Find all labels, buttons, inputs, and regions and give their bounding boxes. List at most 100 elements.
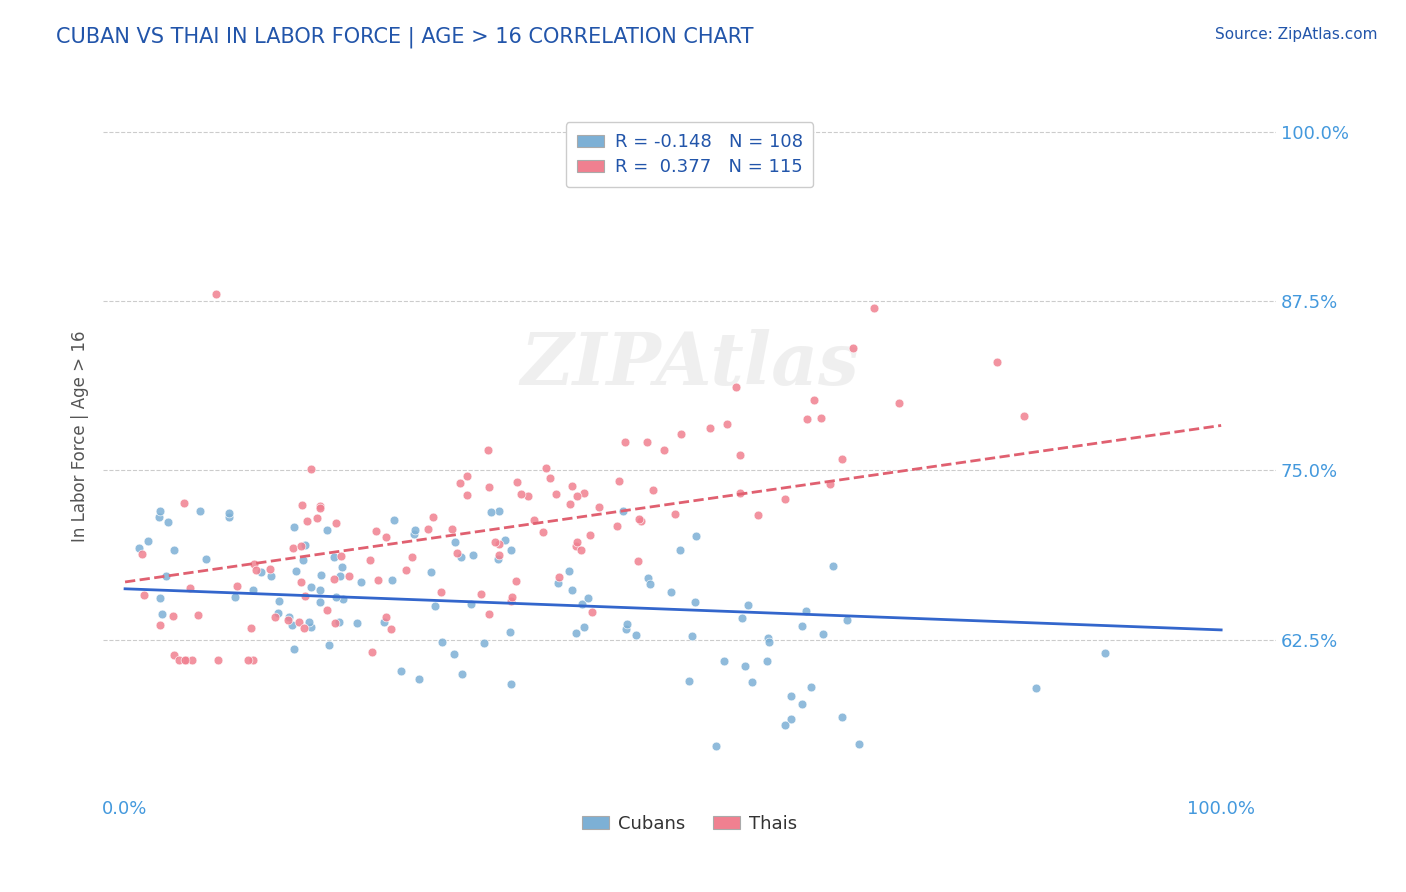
Point: [318, 638, 340, 652]
Point: [309, 568, 332, 582]
Point: [316, 603, 339, 617]
Point: [505, 574, 527, 588]
Point: [443, 647, 465, 661]
Point: [741, 675, 763, 690]
Point: [460, 597, 482, 611]
Point: [323, 573, 346, 587]
Point: [790, 697, 813, 711]
Point: [281, 541, 304, 556]
Point: [681, 629, 703, 643]
Point: [470, 587, 492, 601]
Point: [678, 674, 700, 689]
Point: [887, 395, 910, 409]
Point: [316, 524, 339, 538]
Point: [477, 443, 499, 458]
Point: [699, 421, 721, 435]
Point: [510, 486, 533, 500]
Point: [239, 621, 262, 635]
Point: [299, 462, 322, 476]
Point: [758, 634, 780, 648]
Point: [747, 508, 769, 522]
Point: [290, 575, 312, 590]
Point: [628, 512, 651, 526]
Point: [730, 486, 752, 500]
Point: [131, 547, 153, 561]
Point: [547, 575, 569, 590]
Point: [534, 461, 557, 475]
Point: [419, 565, 441, 579]
Point: [501, 591, 523, 605]
Point: [218, 507, 240, 521]
Point: [652, 442, 675, 457]
Point: [444, 535, 467, 549]
Point: [561, 479, 583, 493]
Point: [423, 599, 446, 614]
Point: [456, 468, 478, 483]
Point: [1014, 409, 1036, 423]
Point: [986, 355, 1008, 369]
Point: [422, 510, 444, 524]
Point: [402, 527, 425, 541]
Point: [730, 611, 752, 625]
Point: [773, 491, 796, 506]
Point: [565, 489, 588, 503]
Point: [636, 435, 658, 450]
Point: [329, 569, 352, 583]
Point: [581, 605, 603, 619]
Point: [800, 680, 823, 694]
Point: [478, 607, 501, 621]
Point: [176, 653, 198, 667]
Point: [207, 653, 229, 667]
Point: [325, 590, 347, 604]
Point: [328, 615, 350, 630]
Point: [669, 542, 692, 557]
Legend: Cubans, Thais: Cubans, Thais: [571, 805, 807, 844]
Point: [609, 474, 631, 488]
Point: [242, 653, 264, 667]
Point: [606, 518, 628, 533]
Point: [538, 471, 561, 485]
Point: [350, 575, 373, 590]
Point: [796, 604, 818, 618]
Point: [330, 560, 353, 574]
Point: [174, 653, 197, 667]
Point: [364, 524, 387, 539]
Point: [755, 654, 778, 668]
Point: [523, 513, 546, 527]
Point: [290, 539, 312, 553]
Point: [724, 380, 747, 394]
Point: [461, 548, 484, 562]
Point: [499, 624, 522, 639]
Point: [375, 530, 398, 544]
Point: [188, 504, 211, 518]
Point: [835, 614, 858, 628]
Point: [488, 537, 510, 551]
Point: [488, 504, 510, 518]
Point: [381, 573, 404, 587]
Point: [499, 542, 522, 557]
Point: [299, 580, 322, 594]
Point: [136, 534, 159, 549]
Point: [163, 648, 186, 663]
Point: [294, 589, 316, 603]
Point: [531, 524, 554, 539]
Point: [242, 582, 264, 597]
Point: [187, 608, 209, 623]
Point: [307, 511, 329, 525]
Point: [728, 448, 751, 462]
Point: [285, 564, 308, 578]
Point: [516, 489, 538, 503]
Point: [451, 666, 474, 681]
Text: CUBAN VS THAI IN LABOR FORCE | AGE > 16 CORRELATION CHART: CUBAN VS THAI IN LABOR FORCE | AGE > 16 …: [56, 27, 754, 48]
Point: [162, 609, 184, 624]
Point: [367, 573, 389, 587]
Point: [148, 510, 170, 524]
Point: [238, 653, 260, 667]
Point: [734, 659, 756, 673]
Point: [389, 664, 412, 678]
Point: [810, 411, 832, 425]
Point: [226, 579, 249, 593]
Point: [579, 528, 602, 542]
Point: [401, 549, 423, 564]
Point: [821, 559, 844, 574]
